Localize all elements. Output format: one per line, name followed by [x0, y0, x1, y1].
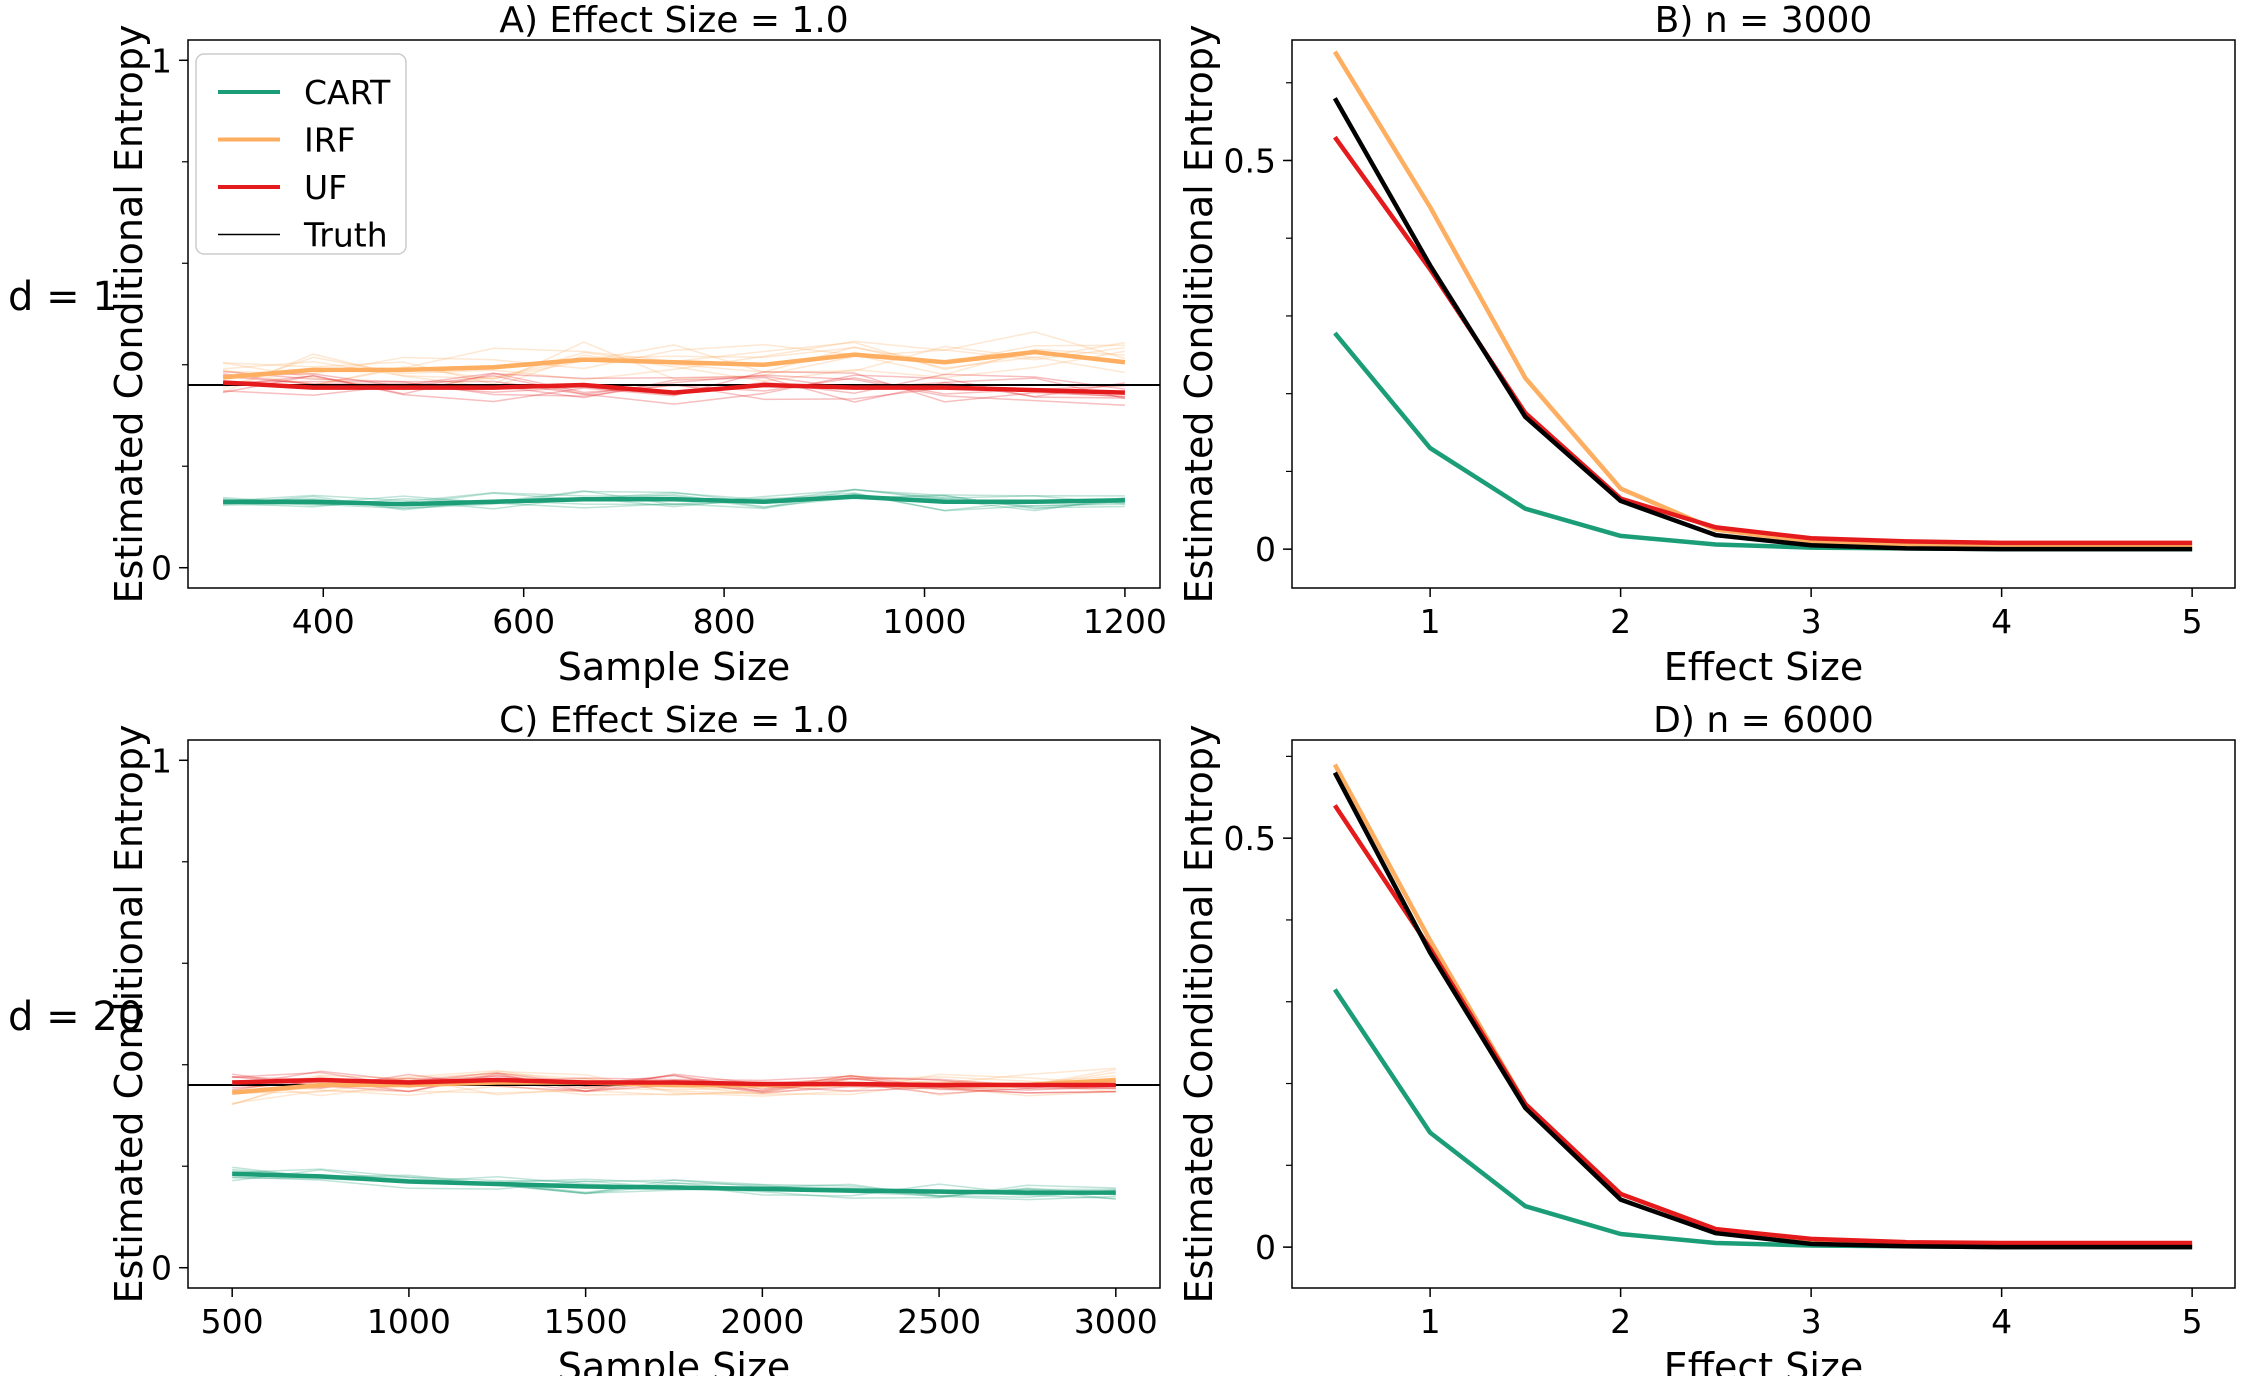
- y-tick-label: 0: [1255, 530, 1276, 569]
- x-tick-label: 1: [1420, 602, 1441, 641]
- x-tick-label: 4: [1991, 1302, 2012, 1341]
- series-line-cart: [1332, 988, 2193, 1250]
- x-tick-label: 3: [1801, 602, 1822, 641]
- x-tick-label: 5: [2182, 602, 2203, 641]
- legend-label-uf: UF: [304, 168, 347, 207]
- legend-box: [195, 53, 407, 255]
- x-tick-label: 3000: [1074, 1302, 1158, 1341]
- series-line-irf: [222, 349, 1126, 380]
- series-line-cart: [232, 1171, 1116, 1195]
- x-tick-label: 2500: [897, 1302, 981, 1341]
- series-line-uf: [1332, 804, 2193, 1246]
- series-line-truth: [1332, 771, 2193, 1250]
- y-axis-label: Estimated Conditional Entropy: [107, 25, 151, 604]
- x-tick-label: 2: [1610, 602, 1631, 641]
- axes-frame: [1291, 739, 2236, 1289]
- x-tick-label: 500: [201, 1302, 264, 1341]
- series-line-cart: [223, 494, 1125, 507]
- replicate-line-irf: [232, 1070, 1116, 1097]
- legend-label-truth: Truth: [303, 216, 388, 255]
- replicate-line-irf: [223, 341, 1126, 385]
- panel-title: B) n = 3000: [1655, 0, 1873, 41]
- y-tick-label: 0: [1255, 1228, 1276, 1267]
- replicate-line-cart: [223, 492, 1125, 512]
- x-tick-label: 1000: [883, 602, 967, 641]
- row-label-top: d = 1: [8, 274, 118, 320]
- x-tick-label: 800: [693, 602, 756, 641]
- plot-area: [1332, 50, 2193, 552]
- y-tick-label: 0.5: [1224, 141, 1276, 180]
- legend-label-cart: CART: [304, 73, 391, 112]
- panel-title: A) Effect Size = 1.0: [499, 0, 848, 41]
- legend: CART IRF UF Truth: [195, 53, 407, 255]
- replicate-line-irf: [223, 343, 1125, 376]
- panel-title: D) n = 6000: [1653, 700, 1874, 741]
- panel-3: 500 1000 1500 2000 2500 3000 0 1 C) Effect Size …: [107, 700, 1161, 1376]
- y-axis-label: Estimated Conditional Entropy: [1177, 725, 1221, 1304]
- x-tick-label: 4: [1991, 602, 2012, 641]
- series-line-cart: [1333, 331, 2193, 552]
- axes-frame: [1291, 39, 2236, 589]
- replicate-line-uf: [223, 370, 1125, 407]
- axes-frame: [187, 39, 1161, 589]
- series-line-uf: [232, 1077, 1116, 1088]
- axes-frame: [187, 739, 1161, 1289]
- replicate-line-cart: [232, 1171, 1116, 1198]
- panel-title: C) Effect Size = 1.0: [499, 700, 849, 741]
- x-axis-label: Sample Size: [558, 645, 791, 689]
- y-axis-label: Estimated Conditional Entropy: [107, 725, 151, 1304]
- x-tick-label: 2000: [720, 1302, 804, 1341]
- replicate-line-cart: [232, 1170, 1116, 1197]
- x-tick-label: 1: [1420, 1302, 1441, 1341]
- x-axis-label: Effect Size: [1664, 645, 1863, 689]
- plot-area: [188, 331, 1160, 512]
- x-tick-label: 1200: [1083, 602, 1167, 641]
- y-tick-label: 0: [151, 1249, 172, 1288]
- x-tick-label: 5: [2182, 1302, 2203, 1341]
- x-tick-label: 1000: [367, 1302, 451, 1341]
- x-axis-label: Sample Size: [558, 1345, 791, 1376]
- legend-label-irf: IRF: [304, 121, 356, 160]
- y-axis-label: Estimated Conditional Entropy: [1177, 25, 1221, 604]
- plot-area: [1332, 763, 2193, 1250]
- x-tick-label: 1500: [544, 1302, 628, 1341]
- y-tick-label: 1: [151, 41, 172, 80]
- y-tick-label: 0.5: [1224, 819, 1276, 858]
- series-line-irf: [1332, 50, 2193, 550]
- series-line-uf: [222, 380, 1125, 395]
- x-tick-label: 3: [1801, 1302, 1822, 1341]
- panel-4: 1 2 3 4 5 0 0.5 D) n = 6000 Effect Size Estimated…: [1177, 700, 2236, 1376]
- replicate-line-uf: [232, 1074, 1116, 1093]
- x-tick-label: 2: [1610, 1302, 1631, 1341]
- series-line-truth: [1332, 97, 2193, 552]
- panel-2: 1 2 3 4 5 0 0.5 B) n = 3000 Effect Size Estimated…: [1177, 0, 2236, 689]
- x-tick-label: 400: [292, 602, 355, 641]
- row-label-bottom: d = 20: [8, 994, 143, 1040]
- series-line-uf: [1333, 135, 2193, 546]
- y-tick-label: 1: [151, 741, 172, 780]
- y-tick-label: 0: [151, 549, 172, 588]
- x-tick-label: 600: [492, 602, 555, 641]
- plot-area: [188, 1067, 1160, 1201]
- panel-1: 400 600 800 1000 1200 0 1 A) Effect Size = 1.0 S…: [107, 0, 1167, 689]
- replicate-line-irf: [222, 346, 1126, 386]
- replicate-line-irf: [232, 1068, 1116, 1105]
- x-axis-label: Effect Size: [1664, 1345, 1863, 1376]
